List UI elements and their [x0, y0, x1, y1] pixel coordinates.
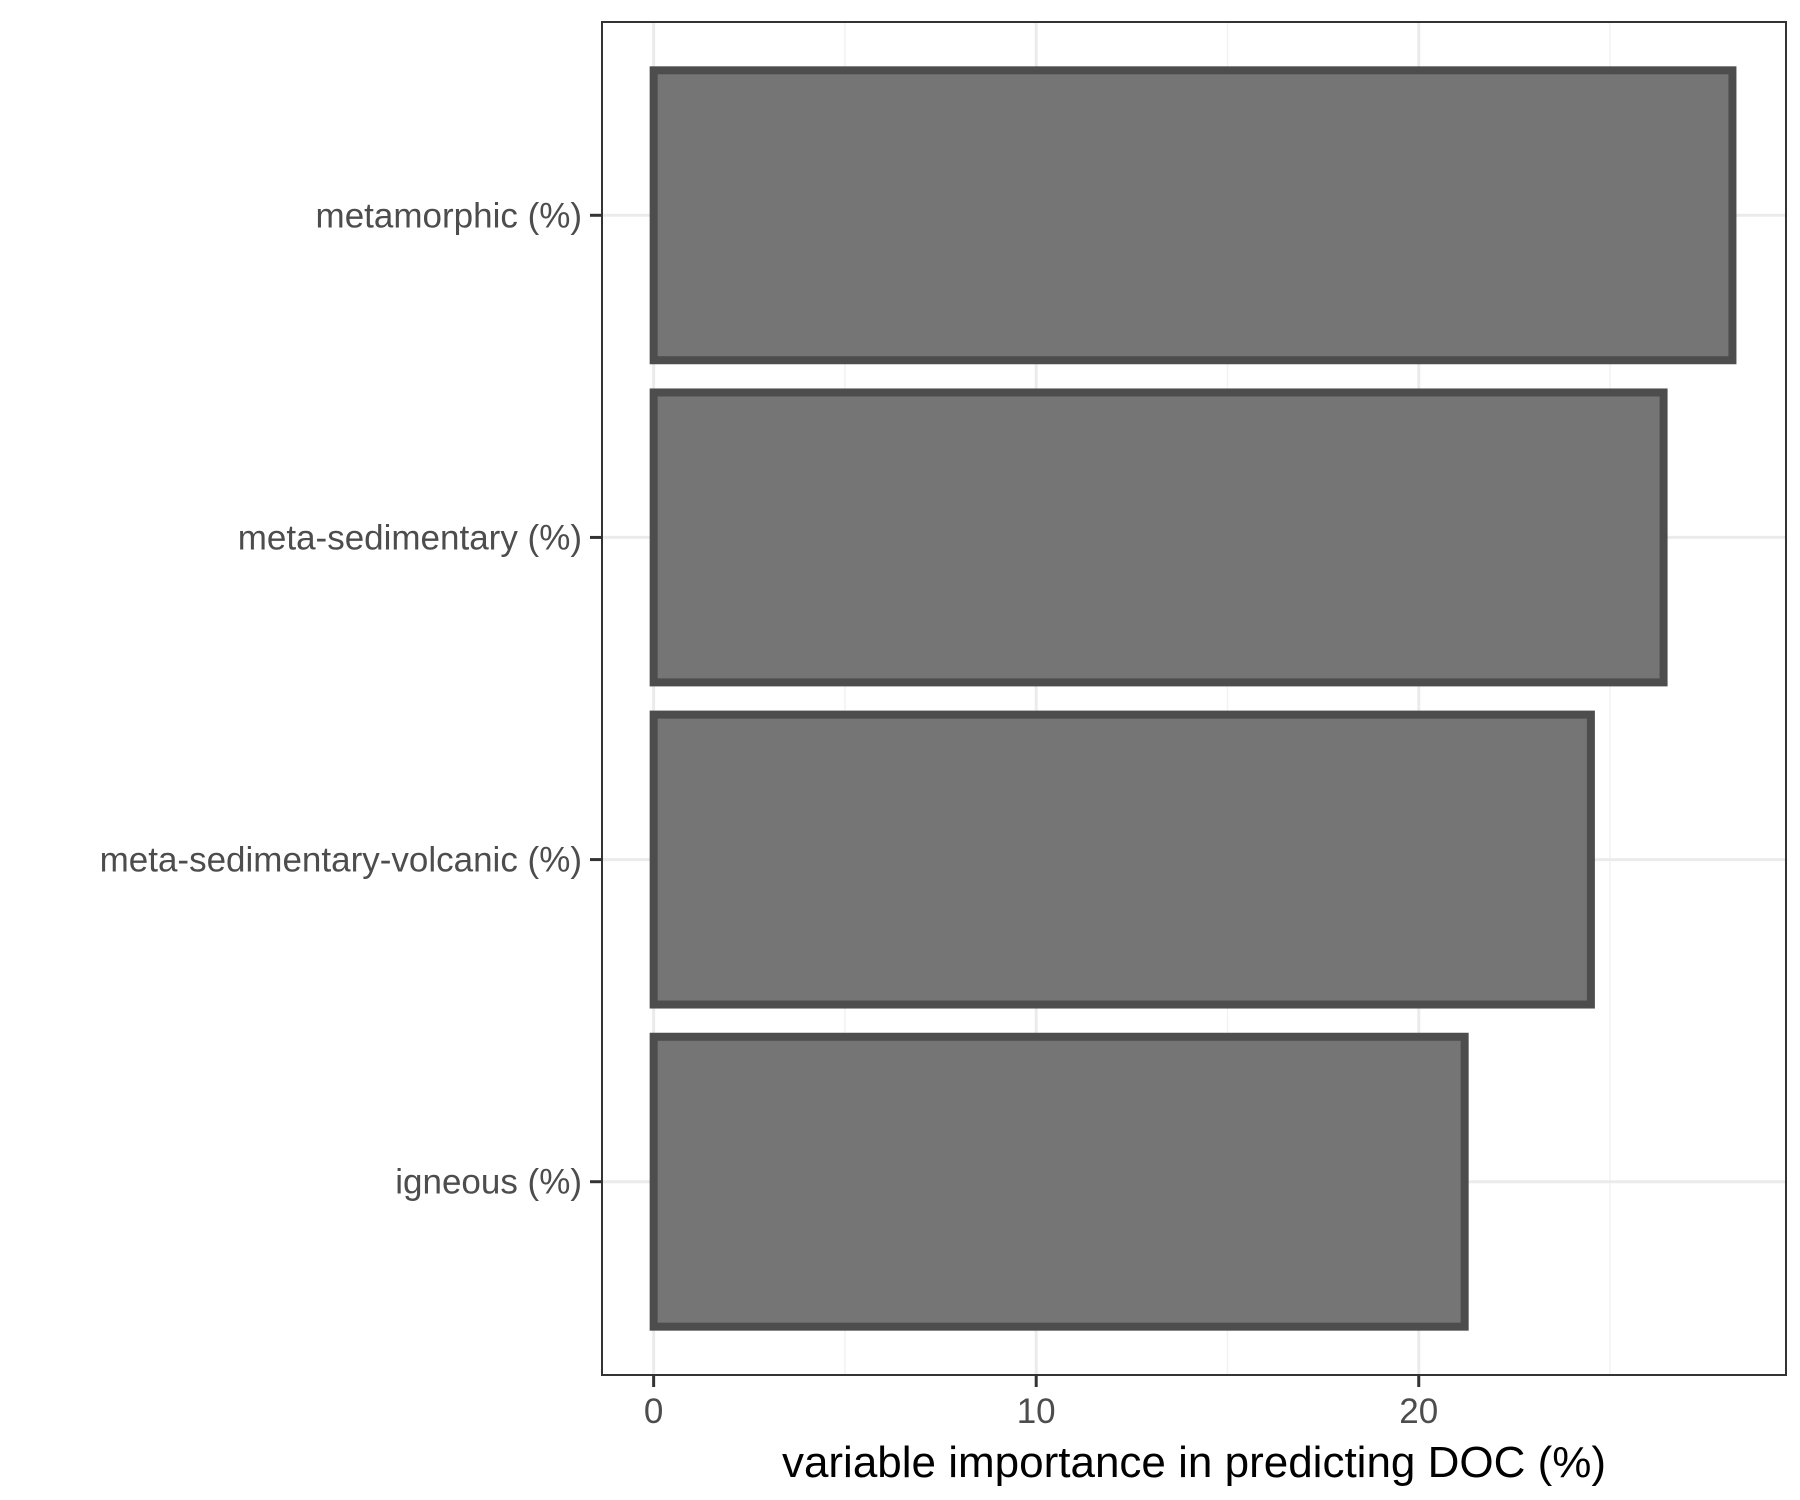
y-tick-label: meta-sedimentary-volcanic (%) — [100, 841, 582, 880]
bar — [649, 66, 1737, 365]
bar — [649, 710, 1595, 1009]
y-tick-label: meta-sedimentary (%) — [238, 518, 582, 557]
bars — [649, 66, 1737, 1331]
panel-border — [601, 21, 1787, 1376]
bar — [649, 1032, 1469, 1331]
bar — [649, 388, 1668, 687]
y-tick-label: metamorphic (%) — [316, 196, 582, 235]
y-tick-label: igneous (%) — [395, 1163, 582, 1202]
x-tick-label: 20 — [1399, 1392, 1438, 1431]
x-tick-label: 0 — [644, 1392, 663, 1431]
x-axis: 0 10 20 — [644, 1375, 1438, 1431]
x-axis-title: variable importance in predicting DOC (%… — [782, 1438, 1606, 1487]
y-axis: metamorphic (%) meta-sedimentary (%) meta-… — [100, 196, 602, 1202]
x-tick-label: 10 — [1017, 1392, 1056, 1431]
